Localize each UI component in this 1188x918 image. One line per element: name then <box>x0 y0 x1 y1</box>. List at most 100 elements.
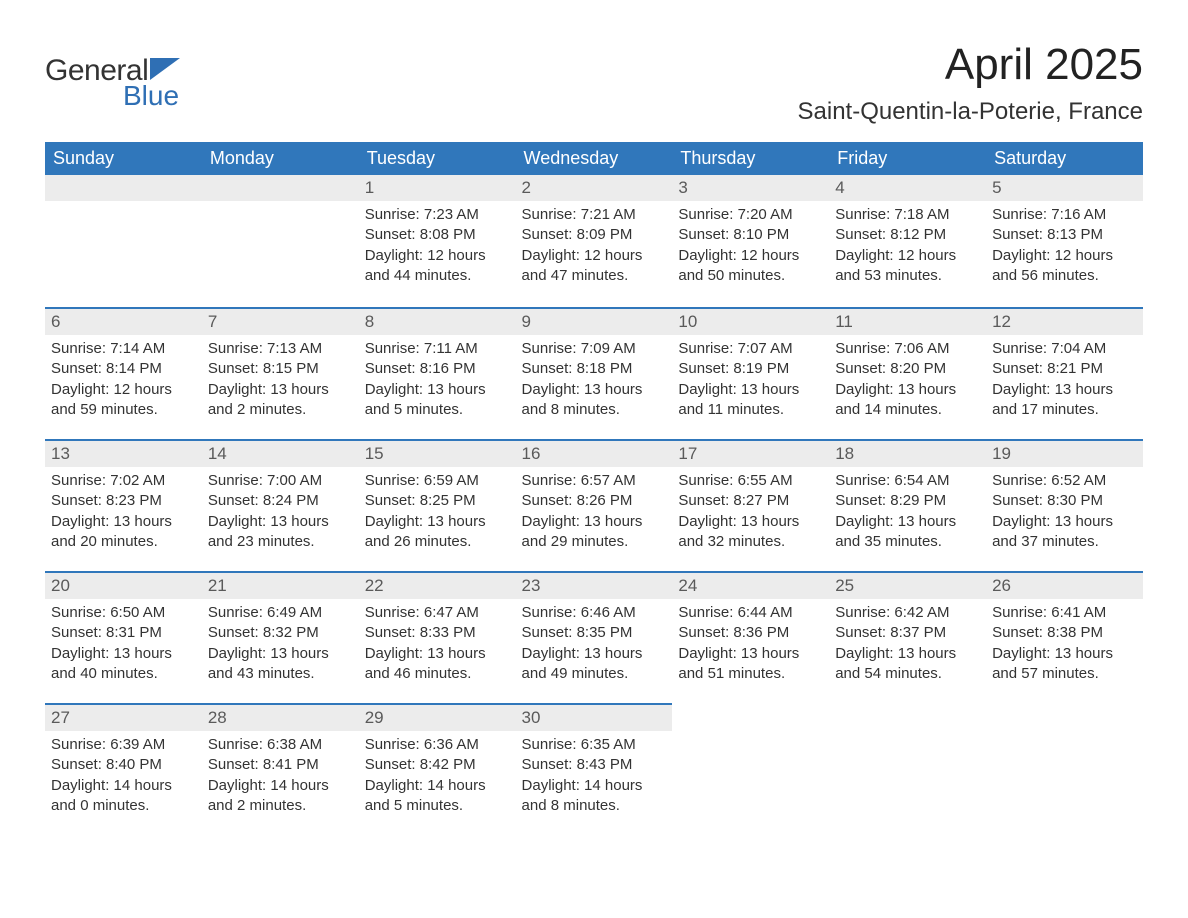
calendar-day-cell: 14Sunrise: 7:00 AMSunset: 8:24 PMDayligh… <box>202 439 359 571</box>
sunset-text: Sunset: 8:31 PM <box>51 623 196 643</box>
sunset-text: Sunset: 8:23 PM <box>51 491 196 511</box>
daylight-text: Daylight: 13 hours and 14 minutes. <box>835 380 980 421</box>
sunset-text: Sunset: 8:29 PM <box>835 491 980 511</box>
day-number-bar: 28 <box>202 703 359 731</box>
calendar-day-cell: 28Sunrise: 6:38 AMSunset: 8:41 PMDayligh… <box>202 703 359 835</box>
sunset-text: Sunset: 8:37 PM <box>835 623 980 643</box>
calendar-day-cell: 10Sunrise: 7:07 AMSunset: 8:19 PMDayligh… <box>672 307 829 439</box>
daylight-text: Daylight: 13 hours and 35 minutes. <box>835 512 980 553</box>
sunset-text: Sunset: 8:35 PM <box>522 623 667 643</box>
weekday-header: Monday <box>202 142 359 175</box>
sunset-text: Sunset: 8:08 PM <box>365 225 510 245</box>
day-body: Sunrise: 7:18 AMSunset: 8:12 PMDaylight:… <box>829 201 986 292</box>
day-number: 8 <box>365 312 374 331</box>
day-body: Sunrise: 6:50 AMSunset: 8:31 PMDaylight:… <box>45 599 202 690</box>
day-number: 6 <box>51 312 60 331</box>
day-number <box>51 178 56 197</box>
day-number: 18 <box>835 444 854 463</box>
day-body: Sunrise: 6:36 AMSunset: 8:42 PMDaylight:… <box>359 731 516 822</box>
sunrise-text: Sunrise: 6:42 AM <box>835 603 980 623</box>
sunset-text: Sunset: 8:18 PM <box>522 359 667 379</box>
daylight-text: Daylight: 13 hours and 26 minutes. <box>365 512 510 553</box>
daylight-text: Daylight: 12 hours and 59 minutes. <box>51 380 196 421</box>
day-body: Sunrise: 6:46 AMSunset: 8:35 PMDaylight:… <box>516 599 673 690</box>
sunrise-text: Sunrise: 7:11 AM <box>365 339 510 359</box>
sunrise-text: Sunrise: 6:38 AM <box>208 735 353 755</box>
day-number: 12 <box>992 312 1011 331</box>
month-title: April 2025 <box>798 40 1144 90</box>
sunset-text: Sunset: 8:12 PM <box>835 225 980 245</box>
sunset-text: Sunset: 8:25 PM <box>365 491 510 511</box>
day-number-bar: 15 <box>359 439 516 467</box>
sunrise-text: Sunrise: 6:57 AM <box>522 471 667 491</box>
day-number: 19 <box>992 444 1011 463</box>
day-body: Sunrise: 7:11 AMSunset: 8:16 PMDaylight:… <box>359 335 516 426</box>
day-number <box>992 706 997 725</box>
sunset-text: Sunset: 8:09 PM <box>522 225 667 245</box>
daylight-text: Daylight: 12 hours and 53 minutes. <box>835 246 980 287</box>
day-number: 3 <box>678 178 687 197</box>
daylight-text: Daylight: 13 hours and 29 minutes. <box>522 512 667 553</box>
day-body: Sunrise: 7:23 AMSunset: 8:08 PMDaylight:… <box>359 201 516 292</box>
day-number-bar <box>829 703 986 729</box>
sunset-text: Sunset: 8:10 PM <box>678 225 823 245</box>
daylight-text: Daylight: 13 hours and 2 minutes. <box>208 380 353 421</box>
day-number-bar <box>45 175 202 201</box>
daylight-text: Daylight: 13 hours and 17 minutes. <box>992 380 1137 421</box>
sunrise-text: Sunrise: 7:04 AM <box>992 339 1137 359</box>
day-number-bar: 23 <box>516 571 673 599</box>
daylight-text: Daylight: 14 hours and 0 minutes. <box>51 776 196 817</box>
calendar-day-cell: 26Sunrise: 6:41 AMSunset: 8:38 PMDayligh… <box>986 571 1143 703</box>
day-number-bar: 3 <box>672 175 829 201</box>
sunrise-text: Sunrise: 7:14 AM <box>51 339 196 359</box>
weekday-header: Wednesday <box>516 142 673 175</box>
day-number-bar <box>202 175 359 201</box>
sunrise-text: Sunrise: 6:36 AM <box>365 735 510 755</box>
daylight-text: Daylight: 13 hours and 23 minutes. <box>208 512 353 553</box>
day-body: Sunrise: 6:47 AMSunset: 8:33 PMDaylight:… <box>359 599 516 690</box>
daylight-text: Daylight: 13 hours and 51 minutes. <box>678 644 823 685</box>
calendar-day-cell: 8 Sunrise: 7:11 AMSunset: 8:16 PMDaylight… <box>359 307 516 439</box>
day-number-bar: 10 <box>672 307 829 335</box>
day-body: Sunrise: 6:39 AMSunset: 8:40 PMDaylight:… <box>45 731 202 822</box>
day-number: 23 <box>522 576 541 595</box>
day-body: Sunrise: 6:57 AMSunset: 8:26 PMDaylight:… <box>516 467 673 558</box>
sunset-text: Sunset: 8:41 PM <box>208 755 353 775</box>
daylight-text: Daylight: 12 hours and 44 minutes. <box>365 246 510 287</box>
sunset-text: Sunset: 8:40 PM <box>51 755 196 775</box>
day-number-bar: 27 <box>45 703 202 731</box>
calendar-day-cell: 19 Sunrise: 6:52 AMSunset: 8:30 PMDayligh… <box>986 439 1143 571</box>
day-body: Sunrise: 6:41 AMSunset: 8:38 PMDaylight:… <box>986 599 1143 690</box>
day-body: Sunrise: 7:14 AMSunset: 8:14 PMDaylight:… <box>45 335 202 426</box>
day-number-bar: 24 <box>672 571 829 599</box>
sunset-text: Sunset: 8:36 PM <box>678 623 823 643</box>
weekday-header-row: Sunday Monday Tuesday Wednesday Thursday… <box>45 142 1143 175</box>
day-body: Sunrise: 7:09 AMSunset: 8:18 PMDaylight:… <box>516 335 673 426</box>
calendar-day-cell: 22Sunrise: 6:47 AMSunset: 8:33 PMDayligh… <box>359 571 516 703</box>
sunrise-text: Sunrise: 7:13 AM <box>208 339 353 359</box>
day-number: 5 <box>992 178 1001 197</box>
daylight-text: Daylight: 13 hours and 46 minutes. <box>365 644 510 685</box>
daylight-text: Daylight: 14 hours and 2 minutes. <box>208 776 353 817</box>
sunrise-text: Sunrise: 7:18 AM <box>835 205 980 225</box>
calendar-day-cell: 9Sunrise: 7:09 AMSunset: 8:18 PMDaylight… <box>516 307 673 439</box>
day-body: Sunrise: 6:59 AMSunset: 8:25 PMDaylight:… <box>359 467 516 558</box>
day-body: Sunrise: 6:52 AMSunset: 8:30 PMDaylight:… <box>986 467 1143 558</box>
logo-text-blue: Blue <box>123 80 180 112</box>
day-body: Sunrise: 6:38 AMSunset: 8:41 PMDaylight:… <box>202 731 359 822</box>
sunrise-text: Sunrise: 6:50 AM <box>51 603 196 623</box>
day-number <box>678 706 683 725</box>
daylight-text: Daylight: 14 hours and 5 minutes. <box>365 776 510 817</box>
logo: General Blue <box>45 40 180 112</box>
sunset-text: Sunset: 8:16 PM <box>365 359 510 379</box>
daylight-text: Daylight: 13 hours and 32 minutes. <box>678 512 823 553</box>
page-header: General Blue April 2025 Saint-Quentin-la… <box>45 40 1143 132</box>
day-number: 4 <box>835 178 844 197</box>
day-body: Sunrise: 6:54 AMSunset: 8:29 PMDaylight:… <box>829 467 986 558</box>
sunset-text: Sunset: 8:42 PM <box>365 755 510 775</box>
day-number-bar <box>672 703 829 729</box>
day-number-bar: 4 <box>829 175 986 201</box>
day-number-bar: 7 <box>202 307 359 335</box>
day-body: Sunrise: 7:16 AMSunset: 8:13 PMDaylight:… <box>986 201 1143 292</box>
day-number-bar: 1 <box>359 175 516 201</box>
